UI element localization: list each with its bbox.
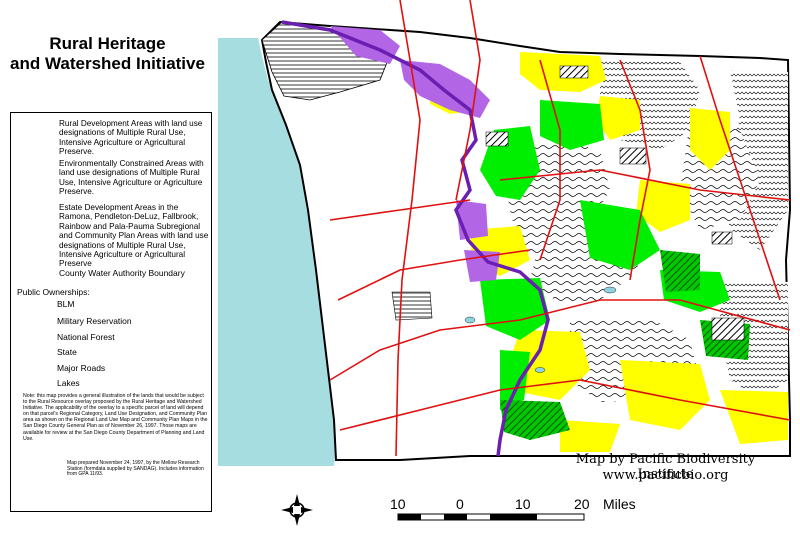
- legend: Rural Development Areas with land use de…: [10, 112, 212, 512]
- map-title-line1: Rural Heritage: [49, 34, 166, 53]
- env-area-4: [480, 278, 550, 340]
- blm-5: [711, 231, 733, 245]
- legend-lakes: Lakes: [57, 378, 80, 388]
- env-area-8: [660, 250, 700, 292]
- water-authority-boundary: [281, 20, 550, 457]
- legend-public-ownerships: Public Ownerships:: [17, 287, 90, 297]
- legend-rural-dev: Rural Development Areas with land use de…: [59, 119, 203, 157]
- map-title-line2: and Watershed Initiative: [10, 54, 205, 73]
- blm-4: [559, 65, 589, 79]
- env-area-2: [540, 100, 604, 150]
- map-prepared-note: Map prepared November 24, 1997, by the M…: [67, 460, 204, 478]
- rural-dev-10: [560, 420, 620, 452]
- rural-dev-2: [596, 96, 640, 140]
- scale-tick-ten: 10: [515, 496, 531, 512]
- legend-state: State: [57, 347, 77, 357]
- env-area-7: [500, 400, 570, 440]
- scale-unit: Miles: [603, 496, 636, 512]
- legend-military: Military Reservation: [57, 316, 132, 326]
- rural-dev-3: [690, 108, 730, 170]
- map-title: Rural Heritage and Watershed Initiative: [0, 34, 215, 74]
- legend-env-constrained: Environmentally Constrained Areas with l…: [59, 159, 204, 197]
- scale-tick-twenty: 20: [574, 496, 590, 512]
- rural-dev-9: [636, 180, 690, 232]
- lake-3: [534, 367, 546, 373]
- lake-1: [603, 286, 617, 294]
- scale-tick-left: 10: [390, 496, 406, 512]
- env-area-5: [500, 350, 530, 410]
- north-arrow: [281, 494, 313, 526]
- rural-dev-7: [620, 360, 710, 430]
- scale-bar: [397, 513, 585, 521]
- legend-water-authority: County Water Authority Boundary: [59, 268, 185, 278]
- major-roads: [329, 0, 791, 457]
- blm-2: [619, 147, 647, 165]
- legend-blm: BLM: [57, 299, 75, 309]
- blm-3: [711, 317, 745, 341]
- legend-major-roads: Major Roads: [57, 363, 106, 373]
- ocean: [218, 38, 336, 466]
- military-reservation-south: [391, 291, 433, 321]
- blm-1: [485, 131, 509, 147]
- credit-line1: Map by Pacific Biodiversity Institute: [575, 452, 756, 482]
- lake-2: [464, 316, 476, 324]
- state-east-south: [720, 280, 788, 400]
- rural-dev-8: [720, 390, 788, 444]
- legend-note: Note: this map provides a general illust…: [23, 393, 208, 442]
- legend-estate-dev: Estate Development Areas in the Ramona, …: [59, 203, 209, 269]
- scale-tick-zero: 0: [456, 496, 464, 512]
- rural-dev-6: [510, 330, 590, 400]
- legend-national-forest: National Forest: [57, 332, 115, 342]
- credit-url: www.pacificbio.org: [602, 468, 729, 483]
